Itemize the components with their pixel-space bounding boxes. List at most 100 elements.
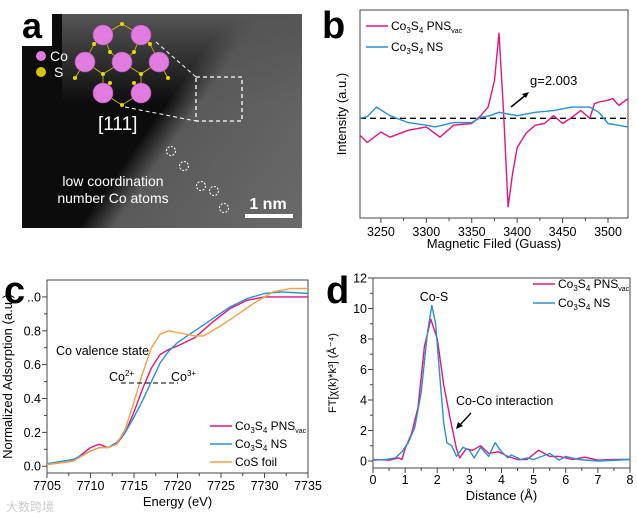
panel-a-letter: a	[22, 8, 52, 46]
x-tick-label: 3300	[412, 225, 440, 239]
x-tick-label: 3450	[549, 225, 577, 239]
legend-text: Co	[235, 437, 251, 451]
legend-text: S	[578, 296, 586, 310]
y-tick-label: ..0	[27, 290, 41, 304]
legend-text: Co	[558, 277, 574, 291]
chart-panel-c: c 7705 7710 7715 7720 7725 7730 7735 Energy (eV)…	[0, 270, 322, 509]
x-tick-label: 7705	[33, 479, 61, 493]
x-tick-label: 7730	[251, 479, 279, 493]
direction-label: [111]	[98, 114, 137, 135]
s-atom	[101, 72, 105, 76]
co-atom	[130, 82, 152, 104]
co-atom	[92, 24, 114, 46]
legend-subscript: vac	[295, 428, 306, 435]
legend-text: S	[578, 277, 586, 291]
y-axis-label: Normalized Adsorption (a.u.)	[0, 294, 15, 459]
arrowhead-icon	[456, 422, 463, 429]
legend-text: NS	[590, 296, 610, 310]
valence-superscript: 2+	[125, 369, 134, 378]
s-atom	[166, 76, 170, 80]
x-axis-label: Magnetic Filed (Guass)	[427, 236, 561, 251]
s-atom	[108, 81, 112, 85]
legend-text: S	[255, 437, 263, 451]
series-line-0	[47, 296, 308, 466]
panel-a	[22, 14, 302, 228]
low-coordination-atom-marker	[179, 161, 189, 171]
co-atom	[74, 51, 96, 73]
series-line-1	[360, 106, 628, 128]
caption-line-2: number Co atoms	[57, 190, 168, 206]
co-atom-legend-icon	[36, 51, 46, 61]
legend-subscript: 3	[573, 303, 578, 312]
y-tick-label: 6	[360, 363, 367, 377]
caption-line-1: low coordination	[62, 173, 163, 189]
legend-text: Co	[235, 419, 251, 433]
y-tick-label: 0.2	[24, 426, 41, 440]
legend-text: CoS foil	[235, 455, 277, 469]
x-tick-label: 3400	[503, 225, 531, 239]
legend-text: NS	[423, 40, 443, 54]
zoom-region-box	[195, 76, 243, 122]
s-atom	[120, 103, 124, 107]
y-axis-label: Intensity (a.u.)	[334, 73, 349, 155]
legend-subscript: 3	[573, 284, 578, 293]
legend-text: S	[255, 419, 263, 433]
x-tick-label: 1	[402, 473, 409, 487]
chart-panel-b: b 3250 3300 3350 3400 3450 3500 Magnetic Filed …	[322, 5, 629, 251]
legend-label: Co3S4 NS	[558, 296, 610, 312]
legend-text: PNS	[590, 277, 618, 291]
y-tick-label: 0	[360, 454, 367, 468]
s-atom	[148, 42, 152, 46]
legend-label: Co3S4 NS	[235, 437, 287, 453]
x-tick-label: 3350	[458, 225, 486, 239]
x-tick-label: 7720	[164, 479, 192, 493]
legend-text: Co	[558, 296, 574, 310]
x-tick-label: 2	[434, 473, 441, 487]
y-tick-label: 0.0	[24, 460, 41, 474]
legend-subscript: vac	[618, 286, 629, 293]
legend-co-label: Co	[50, 48, 68, 64]
panel-letter: d	[326, 270, 349, 312]
co-co-annotation: Co-Co interaction	[456, 394, 553, 408]
legend-subscript: 4	[419, 47, 424, 56]
low-coordination-atom-marker	[196, 181, 206, 191]
legend-subscript: 3	[250, 426, 255, 435]
x-tick-label: 7	[594, 473, 601, 487]
legend-text: Co	[391, 19, 407, 33]
s-atom-legend-icon	[36, 67, 46, 77]
watermark: 大数跨境	[6, 499, 54, 514]
legend-text: NS	[267, 437, 287, 451]
valence-element: Co	[109, 370, 125, 384]
x-tick-label: 0	[370, 473, 377, 487]
low-coordination-atom-marker	[209, 186, 219, 196]
y-tick-label: 4	[360, 393, 367, 407]
panel-a-overlay: Co S [111] low coordination number Co at…	[36, 22, 293, 218]
low-coordination-atom-markers	[166, 146, 229, 213]
g-factor-annotation: g=2.003	[530, 73, 577, 88]
scale-bar-label: 1 nm	[249, 196, 286, 213]
x-axis-label: Distance (Å)	[466, 488, 538, 503]
x-tick-label: 3500	[594, 225, 622, 239]
co-atom	[130, 24, 152, 46]
arrowhead-icon	[522, 92, 529, 98]
x-tick-label: 7715	[120, 479, 148, 493]
x-tick-label: 8	[627, 473, 634, 487]
y-tick-label: 0.4	[24, 392, 41, 406]
legend-subscript: 4	[586, 303, 591, 312]
legend-subscript: 4	[263, 426, 268, 435]
s-atom	[120, 22, 124, 26]
legend-text: S	[411, 19, 419, 33]
co-atom	[92, 82, 114, 104]
scale-bar	[245, 214, 293, 218]
s-atom	[73, 76, 77, 80]
co-s-annotation: Co-S	[420, 290, 448, 304]
x-tick-label: 4	[498, 473, 505, 487]
s-atom	[132, 50, 136, 54]
zoom-guide-line	[124, 106, 197, 122]
y-tick-label: 2	[360, 424, 367, 438]
y-tick-label: 8	[360, 332, 367, 346]
valence-element: Co	[171, 370, 187, 384]
x-tick-label: 3	[466, 473, 473, 487]
low-coordination-atom-marker	[166, 146, 176, 156]
